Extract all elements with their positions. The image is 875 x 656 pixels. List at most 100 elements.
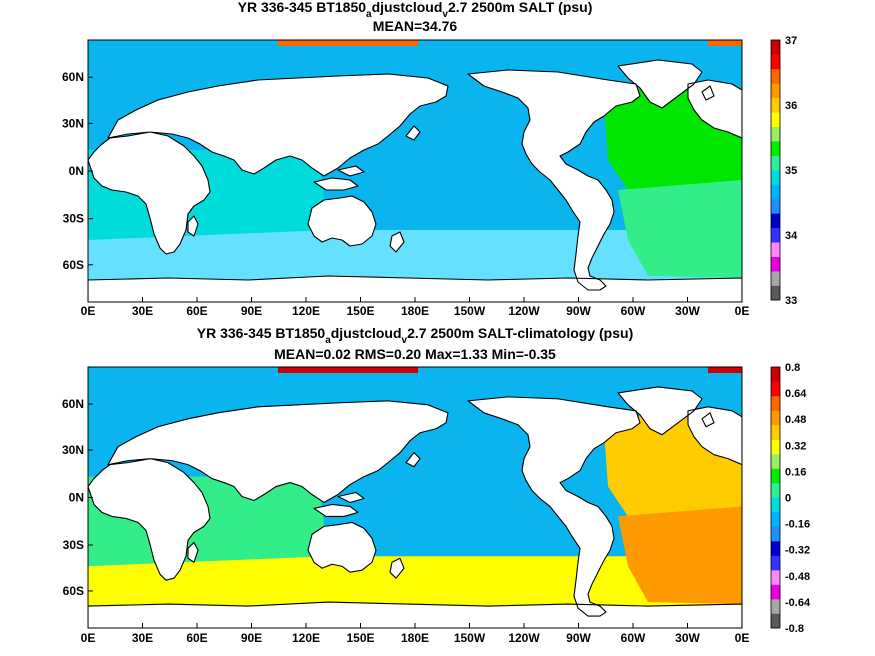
x-tick-label: 30W	[675, 304, 700, 318]
colorbar-swatch	[771, 396, 780, 411]
x-tick-label: 30E	[132, 304, 153, 318]
colorbar-label: 0.64	[785, 388, 807, 400]
colorbar-swatch	[771, 555, 780, 571]
x-tick-label: 60W	[621, 304, 646, 318]
colorbar-label: 34	[785, 230, 798, 242]
y-tick-label: 30S	[63, 538, 84, 552]
colorbar-swatch	[771, 483, 780, 498]
x-tick-label: 0E	[81, 631, 96, 645]
colorbar-label: 0.32	[785, 440, 806, 452]
colorbar-swatch	[771, 497, 780, 513]
colorbar-swatch	[771, 184, 780, 200]
colorbar-swatch	[771, 468, 780, 484]
y-tick-label: 30N	[62, 443, 84, 457]
panel-title: YR 336-345 BT1850adjustcloudv2.7 2500m S…	[238, 0, 593, 20]
colorbar-label: 37	[785, 35, 797, 47]
x-tick-label: 150W	[454, 304, 486, 318]
colorbar-swatch	[771, 541, 780, 556]
colorbar-swatch	[771, 97, 780, 113]
colorbar-swatch	[771, 425, 780, 440]
colorbar-swatch	[771, 410, 780, 426]
x-tick-label: 90E	[241, 631, 262, 645]
x-tick-label: 0E	[735, 631, 750, 645]
colorbar-label: 0	[785, 493, 791, 505]
x-tick-label: 120W	[508, 304, 540, 318]
x-tick-label: 150E	[346, 631, 374, 645]
colorbar-swatch	[771, 213, 780, 229]
y-tick-label: 60S	[63, 584, 84, 598]
colorbar-swatch	[771, 141, 780, 156]
colorbar-swatch	[771, 256, 780, 272]
colorbar-swatch	[771, 227, 780, 243]
x-tick-label: 60W	[621, 631, 646, 645]
y-tick-label: 0N	[69, 491, 84, 505]
colorbar-label: 0.8	[785, 362, 800, 374]
y-tick-label: 0N	[69, 164, 84, 178]
colorbar-swatch	[771, 367, 780, 382]
arctic-high-fill	[278, 367, 742, 373]
colorbar-swatch	[771, 599, 780, 614]
colorbar-swatch	[771, 454, 780, 469]
x-tick-label: 180E	[401, 304, 429, 318]
colorbar-swatch	[771, 54, 780, 70]
arctic-high-fill	[278, 40, 742, 46]
y-tick-label: 30S	[63, 212, 84, 226]
colorbar-label: -0.48	[785, 571, 810, 583]
y-tick-label: 60S	[63, 258, 84, 272]
colorbar-swatch	[771, 83, 780, 99]
colorbar-swatch	[771, 439, 780, 455]
panel-stats: MEAN=0.02 RMS=0.20 Max=1.33 Min=-0.35	[274, 346, 556, 362]
colorbar-label: 0.48	[785, 414, 806, 426]
colorbar-swatch	[771, 198, 780, 214]
colorbar-swatch	[771, 512, 780, 527]
colorbar-swatch	[771, 126, 780, 142]
colorbar-swatch	[771, 584, 780, 600]
x-tick-label: 30E	[132, 631, 153, 645]
x-tick-label: 120W	[508, 631, 540, 645]
map-area	[88, 367, 742, 628]
x-tick-label: 30W	[675, 631, 700, 645]
colorbar-swatch	[771, 381, 780, 397]
y-tick-label: 60N	[62, 70, 84, 84]
coastline	[88, 59, 742, 302]
panel-title: YR 336-345 BT1850adjustcloudv2.7 2500m S…	[197, 325, 633, 346]
colorbar-swatch	[771, 613, 780, 629]
colorbar-label: 36	[785, 100, 797, 112]
south-atlantic-fill	[618, 180, 742, 278]
x-tick-label: 120E	[292, 631, 320, 645]
colorbar: 37 36 35 34 33	[770, 35, 798, 307]
land	[88, 60, 742, 302]
colorbar-swatch	[771, 570, 780, 585]
x-tick-label: 90W	[566, 304, 591, 318]
map-panel-1: YR 336-345 BT1850adjustcloudv2.7 2500m S…	[62, 0, 798, 318]
map-area	[88, 40, 742, 302]
colorbar-label: -0.64	[785, 597, 811, 609]
colorbar-label: -0.16	[785, 519, 810, 531]
colorbar-swatch	[771, 68, 780, 84]
colorbar-label: 0.16	[785, 466, 806, 478]
x-tick-label: 120E	[292, 304, 320, 318]
panel-stats: MEAN=34.76	[373, 18, 458, 34]
colorbar-swatch	[771, 112, 780, 127]
x-tick-label: 150W	[454, 631, 486, 645]
colorbar-swatch	[771, 271, 780, 286]
x-tick-label: 0E	[735, 304, 750, 318]
x-tick-label: 150E	[346, 304, 374, 318]
x-tick-label: 180E	[401, 631, 429, 645]
x-tick-label: 90W	[566, 631, 591, 645]
colorbar-swatch	[771, 285, 780, 301]
y-tick-label: 30N	[62, 116, 84, 130]
colorbar-swatch	[771, 40, 780, 55]
colorbar-label: -0.8	[785, 623, 804, 635]
colorbar: 0.8 0.64 0.48 0.32 0.16 0 -0.16 -0.32 -0.48 -0.64…	[770, 362, 811, 635]
colorbar-swatch	[771, 526, 780, 542]
x-tick-label: 60E	[186, 631, 207, 645]
colorbar-label: -0.32	[785, 545, 810, 557]
colorbar-swatch	[771, 170, 780, 185]
x-tick-label: 90E	[241, 304, 262, 318]
x-tick-label: 0E	[81, 304, 96, 318]
colorbar-label: 33	[785, 295, 797, 307]
x-tick-label: 60E	[186, 304, 207, 318]
colorbar-swatch	[771, 155, 780, 171]
